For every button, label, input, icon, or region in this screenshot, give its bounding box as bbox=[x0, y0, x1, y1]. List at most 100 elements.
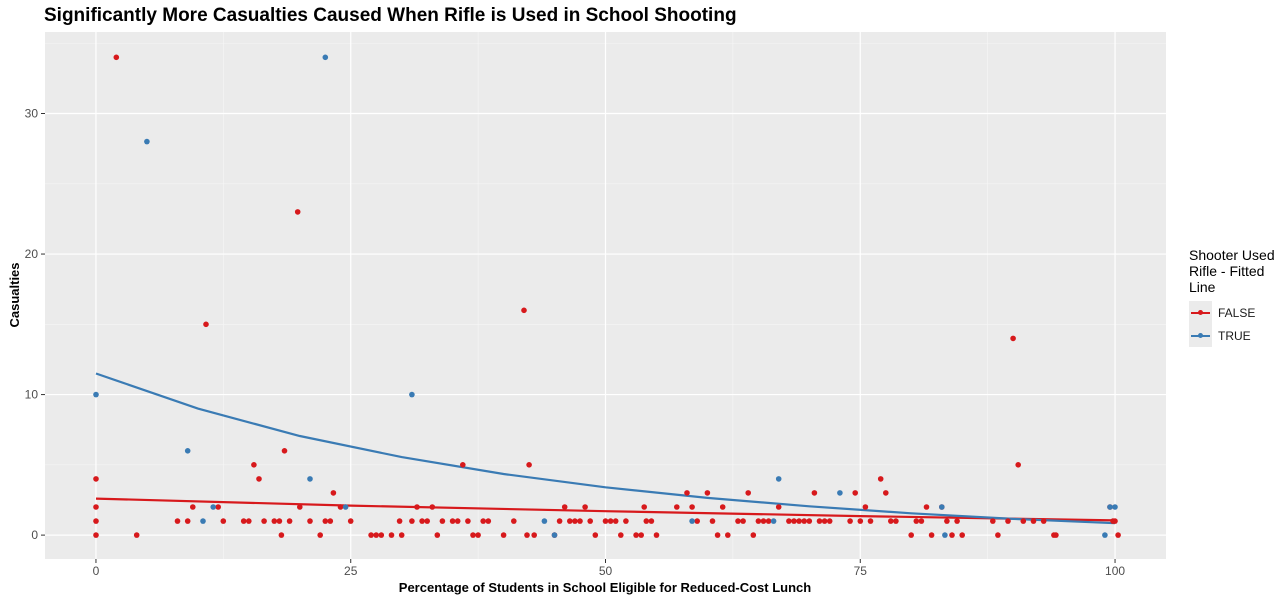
data-point-true bbox=[1112, 504, 1118, 510]
data-point-false bbox=[347, 518, 354, 524]
data-point-false bbox=[439, 518, 446, 524]
legend-label-true: TRUE bbox=[1218, 328, 1251, 343]
data-point-false bbox=[113, 54, 120, 61]
data-point-false bbox=[648, 518, 655, 524]
data-point-false bbox=[190, 504, 196, 510]
data-point-true bbox=[322, 54, 329, 61]
data-point-false bbox=[592, 532, 599, 538]
data-point-false bbox=[424, 518, 431, 524]
data-point-true bbox=[939, 504, 945, 510]
x-tick-label: 25 bbox=[344, 564, 358, 578]
data-point-false bbox=[816, 518, 823, 524]
data-point-false bbox=[454, 518, 461, 524]
data-point-false bbox=[215, 504, 221, 510]
data-point-false bbox=[867, 518, 874, 524]
legend-label-false: FALSE bbox=[1218, 305, 1256, 320]
data-point-false bbox=[398, 532, 405, 538]
data-point-false bbox=[93, 476, 99, 482]
data-point-false bbox=[1053, 532, 1059, 538]
major-gridlines bbox=[45, 32, 1166, 559]
x-tick-label: 75 bbox=[854, 564, 868, 578]
data-point-false bbox=[330, 490, 337, 496]
data-point-false bbox=[923, 504, 930, 510]
data-point-false bbox=[93, 504, 99, 510]
data-point-false bbox=[877, 476, 884, 482]
data-point-false bbox=[847, 518, 853, 524]
data-point-false bbox=[709, 518, 716, 524]
data-point-false bbox=[765, 518, 772, 524]
data-point-false bbox=[821, 518, 828, 524]
data-point-true bbox=[770, 518, 777, 524]
data-point-true bbox=[210, 504, 216, 510]
data-point-false bbox=[1015, 462, 1021, 468]
data-point-false bbox=[607, 518, 614, 524]
data-point-false bbox=[725, 532, 731, 538]
data-point-false bbox=[414, 504, 420, 510]
x-tick-label: 0 bbox=[93, 564, 100, 578]
data-point-false bbox=[908, 532, 914, 538]
data-point-true bbox=[200, 518, 206, 524]
data-point-false bbox=[633, 532, 639, 538]
data-point-false bbox=[276, 518, 283, 524]
data-point-true bbox=[942, 532, 948, 538]
data-point-false bbox=[256, 476, 262, 482]
data-point-false bbox=[561, 504, 568, 510]
data-point-false bbox=[806, 518, 813, 524]
data-point-false bbox=[995, 532, 1001, 538]
chart-title: Significantly More Casualties Caused Whe… bbox=[44, 5, 737, 26]
data-point-false bbox=[337, 504, 344, 510]
data-point-false bbox=[883, 490, 889, 496]
data-point-false bbox=[1020, 518, 1027, 524]
data-point-false bbox=[286, 518, 293, 524]
legend-key-false bbox=[1189, 301, 1212, 324]
data-point-false bbox=[602, 518, 609, 524]
data-point-false bbox=[928, 532, 935, 538]
data-point-false bbox=[745, 490, 751, 496]
data-point-false bbox=[531, 532, 537, 538]
legend-title: Shooter Used Rifle - Fitted Line bbox=[1189, 247, 1275, 295]
data-point-false bbox=[801, 518, 807, 524]
data-point-false bbox=[954, 518, 960, 524]
legend: Shooter Used Rifle - Fitted Line FALSE T… bbox=[1189, 247, 1279, 347]
x-tick-label: 50 bbox=[599, 564, 613, 578]
data-point-true bbox=[837, 490, 843, 496]
data-point-false bbox=[750, 532, 757, 538]
data-point-false bbox=[796, 518, 802, 524]
y-tick-label: 10 bbox=[25, 388, 39, 402]
data-point-false bbox=[1112, 518, 1118, 524]
data-point-false bbox=[133, 532, 140, 538]
data-point-false bbox=[409, 518, 415, 524]
data-point-true bbox=[551, 532, 558, 538]
data-point-false bbox=[893, 518, 899, 524]
data-point-true bbox=[184, 448, 191, 454]
data-point-false bbox=[674, 504, 680, 510]
data-point-false bbox=[990, 518, 996, 524]
data-point-false bbox=[521, 307, 527, 314]
data-point-true bbox=[1107, 504, 1113, 510]
data-point-false bbox=[317, 532, 324, 538]
x-axis-title: Percentage of Students in School Eligibl… bbox=[399, 580, 811, 595]
data-point-false bbox=[719, 504, 726, 510]
data-point-false bbox=[524, 532, 530, 538]
legend-item-true: TRUE bbox=[1189, 324, 1279, 347]
data-point-false bbox=[572, 518, 578, 524]
data-point-false bbox=[294, 209, 301, 215]
data-point-false bbox=[786, 518, 792, 524]
y-axis-title: Casualties bbox=[7, 262, 22, 327]
data-point-false bbox=[281, 448, 288, 454]
data-point-false bbox=[612, 518, 619, 524]
data-point-false bbox=[307, 518, 313, 524]
data-point-false bbox=[918, 518, 925, 524]
data-point-false bbox=[582, 504, 588, 510]
data-point-false bbox=[449, 518, 456, 524]
data-point-false bbox=[1040, 518, 1047, 524]
data-point-true bbox=[307, 476, 313, 482]
data-point-false bbox=[735, 518, 741, 524]
data-point-false bbox=[261, 518, 267, 524]
data-point-false bbox=[240, 518, 247, 524]
data-point-false bbox=[791, 518, 797, 524]
data-point-false bbox=[643, 518, 650, 524]
data-point-true bbox=[775, 476, 782, 482]
data-point-true bbox=[144, 138, 150, 145]
